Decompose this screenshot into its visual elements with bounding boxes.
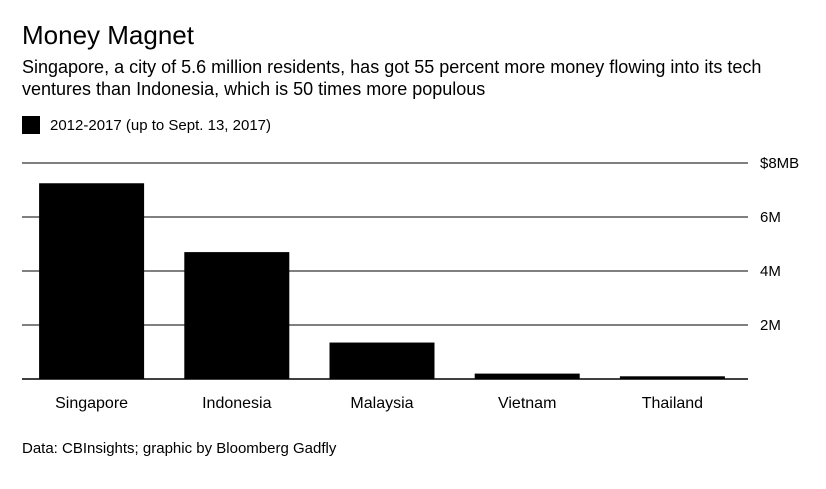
bar — [329, 342, 435, 379]
source-note: Data: CBInsights; graphic by Bloomberg G… — [22, 440, 337, 457]
chart-title: Money Magnet — [22, 20, 194, 50]
bar — [184, 252, 290, 379]
x-tick-label: Indonesia — [202, 395, 271, 412]
y-tick-label: 6M — [760, 209, 781, 226]
x-tick-label: Vietnam — [498, 395, 556, 412]
x-tick-label: Malaysia — [350, 395, 413, 412]
bar — [474, 373, 580, 379]
bar — [39, 183, 145, 379]
chart-subtitle: Singapore, a city of 5.6 million residen… — [22, 57, 762, 99]
y-tick-label: $8MB — [760, 155, 799, 172]
legend-label: 2012-2017 (up to Sept. 13, 2017) — [50, 116, 272, 134]
bar — [619, 376, 725, 379]
legend-swatch — [22, 116, 40, 134]
x-tick-label: Singapore — [55, 395, 128, 412]
legend: 2012-2017 (up to Sept. 13, 2017) — [22, 116, 271, 134]
x-tick-label: Thailand — [642, 395, 703, 412]
y-tick-label: 4M — [760, 263, 781, 280]
y-tick-label: 2M — [760, 317, 781, 334]
